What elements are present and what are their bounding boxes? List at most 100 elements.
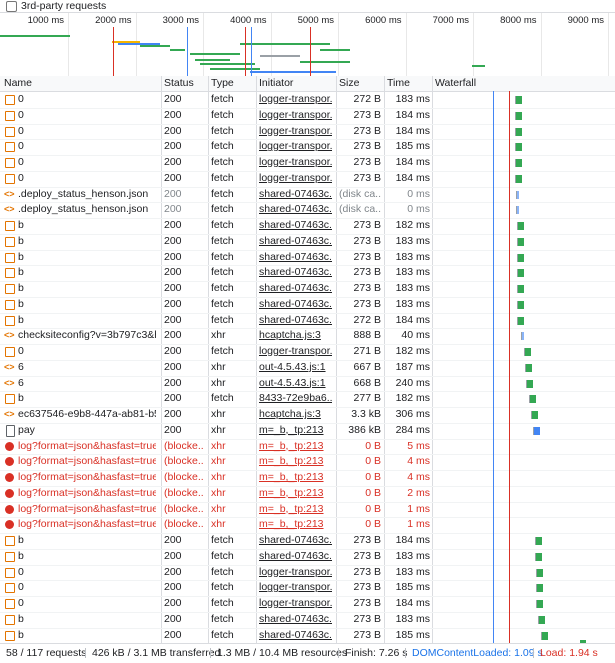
cell-type: fetch <box>211 203 234 216</box>
request-row[interactable]: 0 200 fetch logger-transpor... 273 B 184 ms <box>0 596 615 613</box>
overview-grid-line <box>68 13 69 76</box>
request-row[interactable]: b 200 fetch shared-07463c... 273 B 184 ms <box>0 533 615 550</box>
cell-type: xhr <box>211 408 226 420</box>
request-row[interactable]: b 200 fetch shared-07463c... 273 B 183 ms <box>0 297 615 314</box>
cell-type: xhr <box>211 360 226 373</box>
overview-bar <box>300 61 350 63</box>
waterfall-bar <box>515 159 522 167</box>
column-divider <box>432 76 433 643</box>
fetch-icon <box>5 95 15 105</box>
status-item: 58 / 117 requests <box>6 647 87 659</box>
request-row[interactable]: <>checksiteconfig?v=3b797c3&ho... 200 xhr h… <box>0 328 615 345</box>
cell-initiator: logger-transpor... <box>259 171 332 184</box>
cell-status: 200 <box>164 423 182 436</box>
status-divider <box>210 648 211 658</box>
status-item: Load: 1.94 s <box>540 647 598 659</box>
request-row[interactable]: log?format=json&hasfast=true&... (blocke.… <box>0 470 615 487</box>
status-divider <box>533 648 534 658</box>
request-row[interactable]: 0 200 fetch logger-transpor... 273 B 185 ms <box>0 580 615 597</box>
column-header[interactable]: Type <box>211 77 234 89</box>
request-row[interactable]: b 200 fetch shared-07463c... 272 B 184 ms <box>0 313 615 330</box>
request-row[interactable]: <> .deploy_status_henson.json 200 fetch shar… <box>0 202 615 219</box>
cell-name: 0 <box>18 345 24 357</box>
column-header[interactable]: Time <box>387 77 410 89</box>
cell-type: fetch <box>211 250 234 263</box>
code-icon: <> <box>4 330 15 341</box>
request-row[interactable]: b 200 fetch shared-07463c... 273 B 183 ms <box>0 265 615 282</box>
cell-status: 200 <box>164 628 182 641</box>
cell-size: 273 B <box>353 282 381 294</box>
column-header[interactable]: Waterfall <box>435 77 477 89</box>
request-row[interactable]: b 200 fetch shared-07463c... 273 B 183 ms <box>0 612 615 629</box>
fetch-icon <box>5 142 15 153</box>
overview-tick-label: 9000 ms <box>567 15 604 26</box>
request-row[interactable]: b 200 fetch 8433-72e9ba6... 277 B 182 ms <box>0 391 615 408</box>
cell-initiator: shared-07463c... <box>259 612 332 625</box>
cell-time: 184 ms <box>395 108 430 121</box>
cell-time: 183 ms <box>395 93 430 105</box>
request-row[interactable]: 0 200 fetch logger-transpor... 273 B 184 ms <box>0 155 615 172</box>
cell-status: 200 <box>164 234 182 247</box>
column-divider <box>384 76 385 643</box>
request-row[interactable]: <> 6 200 xhr out-4.5.43.js:1 668 B 240 ms <box>0 376 615 393</box>
cell-time: 306 ms <box>395 408 430 420</box>
request-row[interactable]: 0 200 fetch logger-transpor... 272 B 183 ms <box>0 92 615 109</box>
fetch-icon <box>5 536 15 546</box>
fetch-icon <box>5 630 15 641</box>
cell-name: b <box>18 534 24 546</box>
cell-size: 273 B <box>353 597 381 609</box>
cell-name: log?format=json&hasfast=true&... <box>18 502 156 515</box>
column-header[interactable]: Status <box>164 77 194 89</box>
checkbox-label[interactable]: 3rd-party requests <box>21 0 107 12</box>
request-row[interactable]: b 200 fetch shared-07463c... 273 B 182 ms <box>0 218 615 235</box>
request-row[interactable]: b 200 fetch shared-07463c... 273 B 183 ms <box>0 281 615 298</box>
request-row[interactable]: 0 200 fetch logger-transpor... 271 B 182 ms <box>0 344 615 361</box>
request-row[interactable]: 0 200 fetch logger-transpor... 273 B 183 ms <box>0 565 615 582</box>
overview-bar <box>210 68 260 70</box>
cell-status: 200 <box>164 408 182 420</box>
cell-initiator: logger-transpor... <box>259 124 332 137</box>
request-row[interactable]: log?format=json&hasfast=true&... (blocke.… <box>0 486 615 503</box>
overview-bar <box>170 49 185 51</box>
cell-type: fetch <box>211 313 234 326</box>
cell-size: 0 B <box>365 518 381 531</box>
request-row[interactable]: log?format=json&hasfast=true&... (blocke.… <box>0 454 615 471</box>
column-header[interactable]: Name <box>4 77 33 89</box>
cell-initiator: m=_b,_tp:213 <box>259 455 324 468</box>
cell-name: log?format=json&hasfast=true&... <box>18 486 156 499</box>
request-row[interactable]: <>ec637546-e9b8-447a-ab81-b5f... 200 xhr hc… <box>0 407 615 424</box>
request-row[interactable]: <> 6 200 xhr out-4.5.43.js:1 667 B 187 ms <box>0 360 615 377</box>
request-row[interactable]: 0 200 fetch logger-transpor... 273 B 184 ms <box>0 124 615 141</box>
request-row[interactable]: 0 200 fetch logger-transpor... 273 B 185 ms <box>0 139 615 156</box>
request-row[interactable]: pay 200 xhr m=_b,_tp:213 386 kB 284 ms <box>0 423 615 440</box>
cell-size: 272 B <box>353 93 381 105</box>
cell-size: 0 B <box>365 439 381 452</box>
request-row[interactable]: 0 200 fetch logger-transpor... 273 B 184 ms <box>0 108 615 125</box>
cell-name: b <box>18 628 24 641</box>
cell-status: 200 <box>164 329 182 342</box>
request-row[interactable]: b 200 fetch shared-07463c... 273 B 185 ms <box>0 628 615 644</box>
checkbox[interactable] <box>6 1 17 12</box>
column-header[interactable]: Size <box>339 77 360 89</box>
error-icon <box>5 473 14 482</box>
cell-size: 273 B <box>353 565 381 578</box>
overview-grid-line <box>203 13 204 76</box>
overview-tick-label: 4000 ms <box>230 15 267 26</box>
request-row[interactable]: log?format=json&hasfast=true&... (blocke.… <box>0 517 615 534</box>
column-header[interactable]: Initiator <box>259 77 294 89</box>
cell-type: xhr <box>211 439 226 452</box>
overview-grid-line <box>338 13 339 76</box>
cell-status: 200 <box>164 565 182 578</box>
request-row[interactable]: 0 200 fetch logger-transpor... 273 B 184 ms <box>0 171 615 188</box>
request-row[interactable]: <> .deploy_status_henson.json 200 fetch shar… <box>0 187 615 204</box>
cell-time: 187 ms <box>395 360 430 373</box>
request-row[interactable]: log?format=json&hasfast=true&... (blocke.… <box>0 439 615 456</box>
request-row[interactable]: b 200 fetch shared-07463c... 273 B 183 ms <box>0 250 615 267</box>
waterfall-bar <box>517 253 524 262</box>
dcl-line <box>493 91 494 643</box>
cell-size: 273 B <box>353 108 381 121</box>
request-row[interactable]: b 200 fetch shared-07463c... 273 B 183 ms <box>0 234 615 251</box>
request-row[interactable]: log?format=json&hasfast=true&... (blocke.… <box>0 502 615 519</box>
request-row[interactable]: b 200 fetch shared-07463c... 273 B 183 ms <box>0 549 615 566</box>
